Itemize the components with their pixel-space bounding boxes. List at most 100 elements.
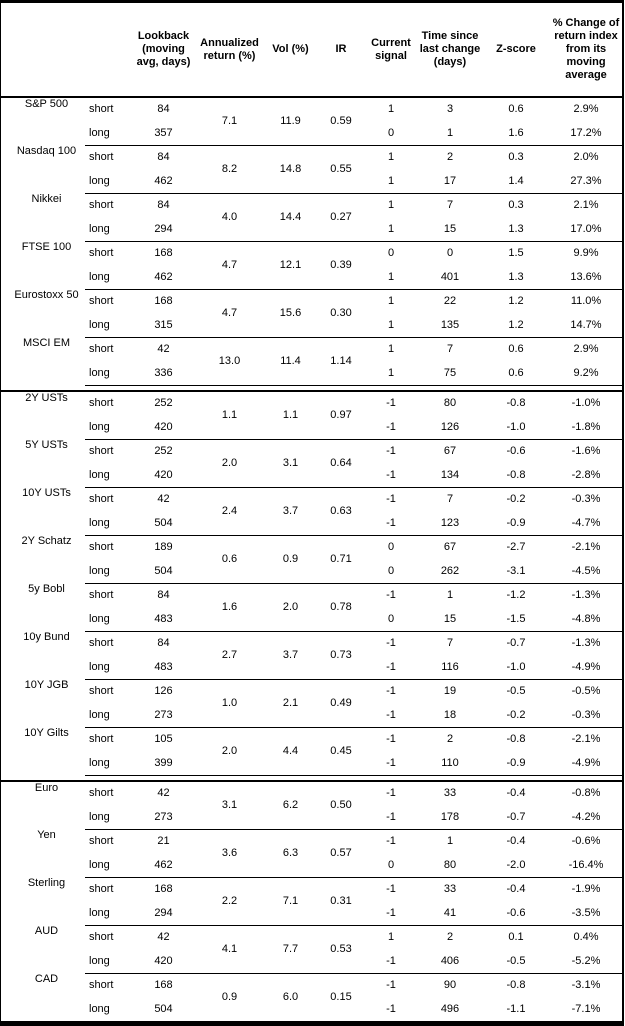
horizon-label-long-value: long: [89, 222, 110, 235]
ir-value: 0.30: [330, 306, 352, 319]
horizon-label-column: short long: [85, 584, 131, 631]
annualized-return-column: 4.7: [196, 242, 263, 289]
z-score-column: 1.5 1.3: [482, 242, 550, 289]
ir-column: 0.59: [318, 98, 364, 145]
row-values: short long 252 420 2.0 3.1 0.64 -1 -1 67 134 -0.6 -0…: [85, 439, 622, 487]
time-since-change-column: 2 110: [418, 728, 482, 775]
z-score-long-value: -1.0: [506, 420, 526, 433]
lookback-column: 42 336: [131, 338, 196, 385]
lookback-long-value: 420: [154, 954, 173, 967]
horizon-label-column: short long: [85, 242, 131, 289]
annualized-return-value: 2.2: [221, 894, 238, 907]
horizon-label-column: short long: [85, 536, 131, 583]
vol-value: 11.4: [280, 354, 301, 367]
current-signal-long-value: 0: [387, 564, 395, 577]
header-time-since-change: Time since last change (days): [419, 30, 481, 68]
lookback-short-value: 252: [154, 397, 173, 409]
horizon-label-short-value: short: [89, 247, 114, 259]
time-since-change-short-value: 7: [446, 493, 454, 505]
asset-name: CAD: [34, 973, 59, 985]
z-score-long-value: -0.2: [506, 708, 526, 721]
ir-column: 0.53: [318, 926, 364, 973]
table-row-ftse-100: FTSE 100 short long 168 462 4.7 12.1 0.39 0 1 0 401…: [1, 241, 622, 289]
z-score-short-value: -2.7: [506, 541, 526, 553]
z-score-long-value: 0.6: [508, 366, 524, 379]
annualized-return-value: 4.0: [221, 210, 238, 223]
asset-name: 10Y Gilts: [24, 727, 69, 739]
time-since-change-column: 2 17: [418, 146, 482, 193]
pct-change-column: 0.4% -5.2%: [550, 926, 622, 973]
horizon-label-long-value: long: [89, 318, 110, 331]
pct-change-long-value: -4.2%: [571, 810, 601, 823]
vol-value: 14.4: [279, 210, 302, 223]
time-since-change-short-value: 1: [446, 835, 454, 847]
pct-change-short-value: -3.1%: [571, 979, 601, 991]
lookback-long-value: 294: [154, 222, 173, 235]
lookback-long-value: 504: [154, 564, 173, 577]
lookback-column: 42 273: [131, 782, 196, 829]
time-since-change-column: 7 75: [418, 338, 482, 385]
lookback-long-value: 357: [154, 126, 173, 139]
lookback-short-value: 168: [154, 295, 173, 307]
pct-change-long-value: -4.7%: [571, 516, 601, 529]
pct-change-column: 2.1% 17.0%: [550, 194, 622, 241]
asset-name: MSCI EM: [22, 337, 71, 349]
time-since-change-long-value: 116: [441, 660, 459, 673]
lookback-long-value: 504: [154, 516, 173, 529]
lookback-short-value: 252: [154, 445, 173, 457]
vol-column: 7.7: [263, 926, 318, 973]
ir-column: 0.31: [318, 878, 364, 925]
current-signal-long-value: -1: [386, 420, 396, 433]
header-horizon-blank: [85, 3, 131, 96]
lookback-column: 189 504: [131, 536, 196, 583]
pct-change-short-value: -1.3%: [571, 589, 601, 601]
pct-change-column: 11.0% 14.7%: [550, 290, 622, 337]
current-signal-short-value: -1: [386, 733, 396, 745]
horizon-label-short-value: short: [89, 295, 114, 307]
current-signal-long-value: -1: [386, 660, 396, 673]
z-score-short-value: -0.6: [506, 445, 526, 457]
z-score-short-value: 0.1: [508, 931, 524, 943]
vol-value: 6.0: [282, 990, 299, 1003]
ir-column: 0.97: [318, 392, 364, 439]
current-signal-column: -1 -1: [364, 680, 418, 727]
time-since-change-long-value: 134: [440, 468, 460, 481]
current-signal-column: -1 -1: [364, 974, 418, 1021]
horizon-label-column: short long: [85, 782, 131, 829]
horizon-label-column: short long: [85, 728, 131, 775]
pct-change-short-value: -0.8%: [571, 787, 601, 799]
pct-change-long-value: 17.0%: [570, 222, 602, 235]
vol-value: 12.1: [279, 258, 302, 271]
time-since-change-column: 22 135: [418, 290, 482, 337]
z-score-long-value: -1.0: [506, 660, 526, 673]
z-score-long-value: -0.5: [506, 954, 526, 967]
annualized-return-column: 2.0: [196, 728, 263, 775]
z-score-column: -0.8 -0.9: [482, 728, 550, 775]
horizon-label-long-value: long: [89, 366, 110, 379]
pct-change-column: -3.1% -7.1%: [550, 974, 622, 1021]
asset-name: 10Y USTs: [22, 487, 71, 499]
time-since-change-short-value: 7: [446, 637, 454, 649]
lookback-short-value: 168: [154, 883, 173, 895]
vol-value: 7.7: [282, 942, 299, 955]
current-signal-column: -1 -1: [364, 440, 418, 487]
z-score-long-value: -0.8: [506, 468, 526, 481]
current-signal-column: 1 -1: [364, 926, 418, 973]
horizon-label-long-value: long: [89, 126, 110, 139]
ir-value: 0.97: [330, 408, 352, 421]
table-row-10y-bund: 10y Bund short long 84 483 2.7 3.7 0.73 -1 -1 7 116…: [1, 631, 622, 679]
ir-value: 0.31: [330, 894, 352, 907]
time-since-change-column: 80 126: [418, 392, 482, 439]
lookback-short-value: 84: [157, 199, 170, 211]
current-signal-short-value: 0: [387, 247, 395, 259]
header-current-signal: Current signal: [371, 36, 411, 62]
time-since-change-short-value: 33: [443, 787, 457, 799]
horizon-label-long-value: long: [89, 810, 110, 823]
annualized-return-column: 2.7: [196, 632, 263, 679]
row-values: short long 168 294 2.2 7.1 0.31 -1 -1 33 41 -0.4 -0.…: [85, 877, 622, 925]
vol-value: 11.9: [280, 114, 301, 127]
annualized-return-column: 2.2: [196, 878, 263, 925]
time-since-change-column: 33 41: [418, 878, 482, 925]
